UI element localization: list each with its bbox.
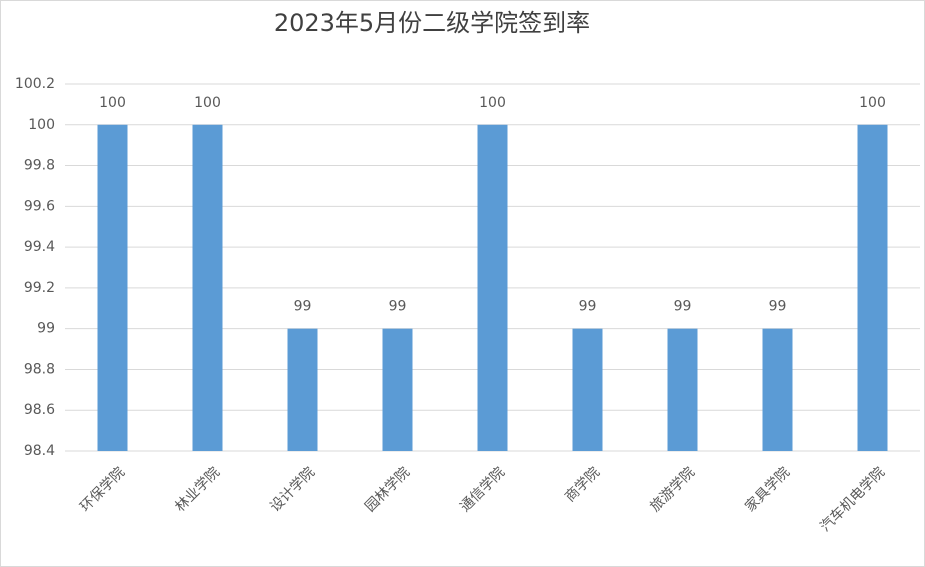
bar	[667, 328, 698, 451]
bar	[857, 124, 888, 452]
value-label: 100	[859, 95, 886, 111]
y-tick-label: 99.4	[24, 239, 55, 255]
bar	[762, 328, 793, 451]
value-label: 99	[294, 299, 312, 315]
y-tick-label: 99.6	[24, 198, 55, 214]
bar	[287, 328, 318, 451]
value-label: 99	[579, 299, 597, 315]
bar	[572, 328, 603, 451]
bar	[97, 124, 128, 452]
chart-title: 2023年5月份二级学院签到率	[274, 9, 590, 37]
bar	[477, 124, 508, 452]
y-tick-label: 98.8	[24, 361, 55, 377]
y-tick-label: 99	[37, 321, 55, 337]
value-label: 100	[99, 95, 126, 111]
value-label: 100	[194, 95, 221, 111]
y-tick-label: 98.6	[24, 402, 55, 418]
y-tick-label: 99.8	[24, 158, 55, 174]
y-tick-label: 98.4	[24, 443, 55, 459]
y-tick-label: 100.2	[15, 76, 55, 92]
bar	[192, 124, 223, 452]
value-label: 99	[674, 299, 692, 315]
value-label: 99	[389, 299, 407, 315]
y-tick-label: 100	[28, 117, 55, 133]
value-label: 99	[769, 299, 787, 315]
bar	[382, 328, 413, 451]
value-label: 100	[479, 95, 506, 111]
y-tick-label: 99.2	[24, 280, 55, 296]
